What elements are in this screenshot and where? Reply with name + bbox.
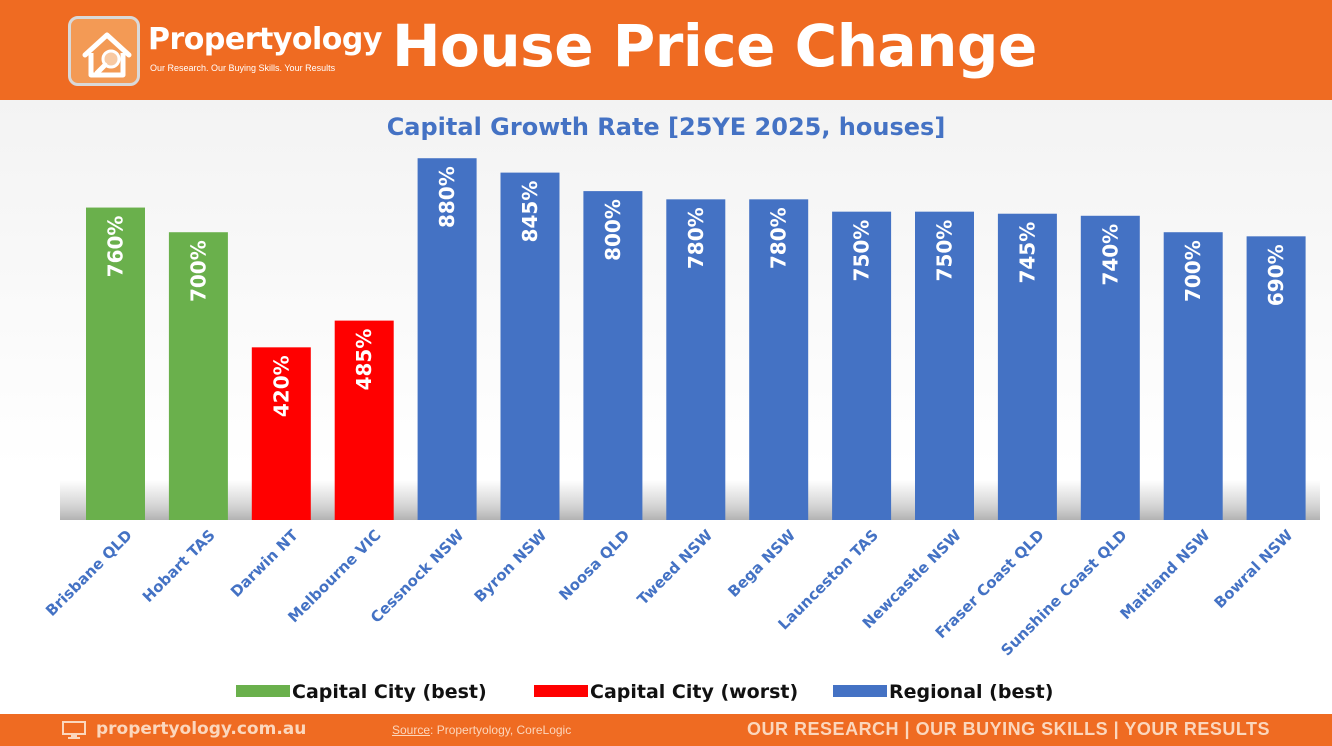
tick-label-brisbane-qld: Brisbane QLD xyxy=(42,526,136,620)
bar-sunshine-coast-qld xyxy=(1080,215,1140,520)
bar-tweed-nsw xyxy=(666,199,726,520)
footer-banner: propertyology.com.au Source: Propertyolo… xyxy=(0,714,1332,746)
brand-name: Propertyology xyxy=(148,22,382,57)
source-text: : Propertyology, CoreLogic xyxy=(430,723,572,737)
bar-melbourne-vic xyxy=(334,320,394,520)
tick-label-maitland-nsw: Maitland NSW xyxy=(1117,526,1214,623)
source-label: Source xyxy=(392,723,431,737)
bar-bowral-nsw xyxy=(1246,236,1306,521)
chart-title: Capital Growth Rate [25YE 2025, houses] xyxy=(387,113,946,141)
data-label-tweed-nsw: 780% xyxy=(684,207,708,269)
legend-swatch-capital-city-worst xyxy=(534,685,588,697)
bar-bega-nsw xyxy=(749,199,809,520)
data-label-fraser-coast-qld: 745% xyxy=(1015,222,1039,284)
header-banner: Propertyology Our Research. Our Buying S… xyxy=(0,0,1332,100)
bar-noosa-qld xyxy=(583,191,643,520)
legend-label-regional-best: Regional (best) xyxy=(889,681,1053,703)
bar-brisbane-qld xyxy=(86,207,145,521)
legend-label-capital-city-best: Capital City (best) xyxy=(292,681,487,703)
data-label-darwin-nt: 420% xyxy=(269,355,293,417)
data-label-hobart-tas: 700% xyxy=(186,240,210,302)
source-note: Source: Propertyology, CoreLogic xyxy=(392,723,571,737)
bar-byron-nsw xyxy=(500,172,560,520)
legend-swatch-capital-city-best xyxy=(236,685,290,697)
tick-label-bega-nsw: Bega NSW xyxy=(724,526,799,601)
bar-cessnock-nsw xyxy=(417,158,477,520)
bar-darwin-nt xyxy=(251,347,311,520)
website-link[interactable]: propertyology.com.au xyxy=(96,719,307,739)
bar-newcastle-nsw xyxy=(915,211,974,520)
logo xyxy=(68,16,140,86)
data-label-newcastle-nsw: 750% xyxy=(933,220,957,282)
data-label-melbourne-vic: 485% xyxy=(352,329,376,391)
bar-launceston-tas xyxy=(832,211,892,520)
tick-label-noosa-qld: Noosa QLD xyxy=(555,526,633,604)
bar-maitland-nsw xyxy=(1163,232,1223,520)
data-label-sunshine-coast-qld: 740% xyxy=(1098,224,1122,286)
chart-area: Capital Growth Rate [25YE 2025, houses] … xyxy=(0,100,1332,714)
house-magnifier-icon xyxy=(82,32,132,78)
data-label-noosa-qld: 800% xyxy=(601,199,625,261)
tick-label-bowral-nsw: Bowral NSW xyxy=(1211,526,1297,612)
tick-label-byron-nsw: Byron NSW xyxy=(471,526,551,606)
data-label-bowral-nsw: 690% xyxy=(1264,244,1288,306)
bar-hobart-tas xyxy=(168,232,228,520)
data-label-byron-nsw: 845% xyxy=(518,181,542,243)
legend-swatch-regional-best xyxy=(833,685,887,697)
data-label-cessnock-nsw: 880% xyxy=(435,166,459,228)
legend-label-capital-city-worst: Capital City (worst) xyxy=(590,681,798,703)
bar-chart: Capital Growth Rate [25YE 2025, houses] … xyxy=(42,113,1320,703)
data-label-bega-nsw: 780% xyxy=(767,207,791,269)
tick-label-darwin-nt: Darwin NT xyxy=(227,526,302,601)
bar-fraser-coast-qld xyxy=(997,213,1057,520)
monitor-icon xyxy=(62,721,86,739)
data-label-brisbane-qld: 760% xyxy=(104,216,128,278)
footer-slogan: OUR RESEARCH | OUR BUYING SKILLS | YOUR … xyxy=(747,719,1270,739)
tick-label-tweed-nsw: Tweed NSW xyxy=(634,526,717,609)
tick-label-hobart-tas: Hobart TAS xyxy=(139,526,219,606)
data-label-maitland-nsw: 700% xyxy=(1181,240,1205,302)
brand-tagline: Our Research. Our Buying Skills. Your Re… xyxy=(150,63,336,73)
page-title: House Price Change xyxy=(392,12,1037,80)
data-label-launceston-tas: 750% xyxy=(850,220,874,282)
